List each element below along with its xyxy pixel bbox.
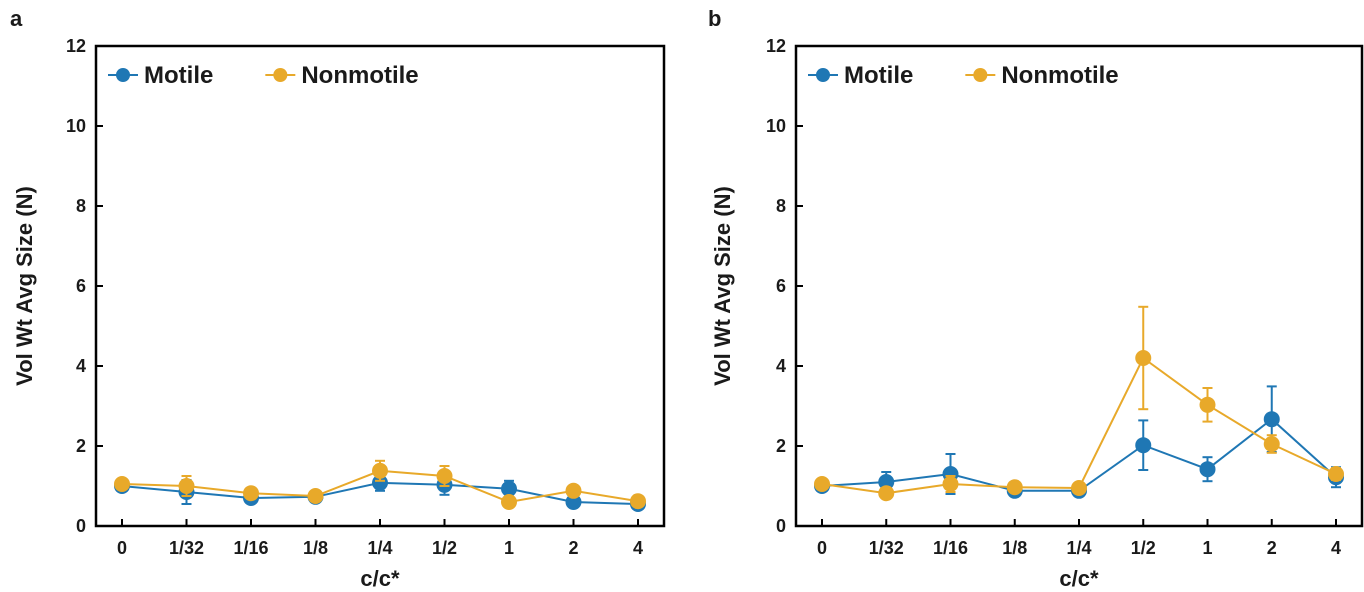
- data-point: [1263, 436, 1280, 452]
- legend-label-nonmotile: Nonmotile: [301, 62, 418, 89]
- y-tick-label: 0: [776, 516, 786, 536]
- data-point: [878, 474, 895, 490]
- data-point: [501, 494, 517, 510]
- y-tick-label: 2: [776, 436, 786, 456]
- data-point: [436, 468, 453, 484]
- data-point: [114, 476, 130, 492]
- x-tick-label: 1/8: [303, 538, 328, 558]
- y-tick-label: 6: [776, 276, 786, 296]
- x-tick-label: 1/4: [367, 538, 392, 558]
- y-axis-label: Vol Wt Avg Size (N): [12, 186, 37, 386]
- x-tick-label: 1/8: [1002, 538, 1027, 558]
- y-tick-label: 2: [76, 436, 86, 456]
- data-point: [878, 485, 895, 502]
- legend-label-nonmotile: Nonmotile: [1001, 62, 1118, 89]
- data-point: [1135, 350, 1152, 366]
- data-point: [372, 462, 388, 479]
- data-point: [1199, 396, 1216, 413]
- x-tick-label: 1/2: [1131, 538, 1156, 558]
- legend: Motile Nonmotile: [108, 62, 419, 89]
- series-line-nonmotile: [821, 356, 1337, 495]
- data-point: [942, 476, 959, 492]
- panel-letter: a: [10, 6, 23, 31]
- y-tick-label: 6: [76, 276, 86, 296]
- data-point: [1135, 437, 1152, 454]
- x-tick-label: 1/32: [169, 538, 204, 558]
- legend-marker-nonmotile: [273, 68, 288, 82]
- data-point: [1263, 411, 1280, 428]
- x-tick-label: 1/32: [869, 538, 904, 558]
- y-tick-label: 10: [66, 116, 86, 136]
- data-point: [814, 476, 830, 492]
- panel-letter: b: [708, 6, 721, 31]
- data-point: [565, 482, 582, 499]
- legend: Motile Nonmotile: [808, 62, 1119, 89]
- y-tick-label: 12: [66, 36, 86, 56]
- legend-marker-nonmotile: [973, 68, 988, 82]
- x-tick-label: 2: [568, 538, 578, 558]
- x-tick-label: 1/4: [1066, 538, 1091, 558]
- y-tick-label: 12: [766, 36, 786, 56]
- x-tick-label: 1/16: [933, 538, 968, 558]
- x-tick-label: 0: [817, 538, 827, 558]
- legend-label-motile: Motile: [844, 62, 913, 89]
- y-axis-label: Vol Wt Avg Size (N): [710, 186, 735, 386]
- legend-marker-motile: [816, 68, 830, 82]
- data-point: [178, 478, 195, 494]
- x-tick-label: 2: [1267, 538, 1277, 558]
- data-point: [1071, 480, 1087, 496]
- series-nonmotile: [114, 459, 646, 510]
- y-tick-label: 10: [766, 116, 786, 136]
- x-tick-label: 1: [1202, 538, 1212, 558]
- x-tick-label: 4: [1331, 538, 1341, 558]
- x-axis-label: c/c*: [1059, 566, 1099, 591]
- data-point: [630, 493, 646, 510]
- data-point: [1328, 466, 1344, 482]
- data-point: [1199, 461, 1216, 478]
- series-nonmotile: [814, 305, 1344, 502]
- data-point: [1006, 479, 1023, 496]
- y-tick-label: 4: [76, 356, 86, 376]
- data-point: [243, 485, 259, 502]
- data-point: [307, 488, 324, 504]
- x-tick-label: 0: [117, 538, 127, 558]
- y-tick-label: 8: [776, 196, 786, 216]
- x-tick-label: 1: [504, 538, 514, 558]
- data-point: [565, 494, 582, 510]
- y-tick-label: 4: [776, 356, 786, 376]
- x-tick-label: 4: [633, 538, 643, 558]
- y-tick-label: 0: [76, 516, 86, 536]
- plot-frame: [94, 44, 666, 528]
- legend-marker-motile: [116, 68, 130, 82]
- x-tick-label: 1/2: [432, 538, 457, 558]
- x-tick-label: 1/16: [233, 538, 268, 558]
- y-tick-label: 8: [76, 196, 86, 216]
- plot-frame: [794, 44, 1364, 528]
- data-point: [501, 480, 517, 497]
- legend-label-motile: Motile: [144, 62, 213, 89]
- data-point: [372, 474, 388, 491]
- x-axis-label: c/c*: [360, 566, 400, 591]
